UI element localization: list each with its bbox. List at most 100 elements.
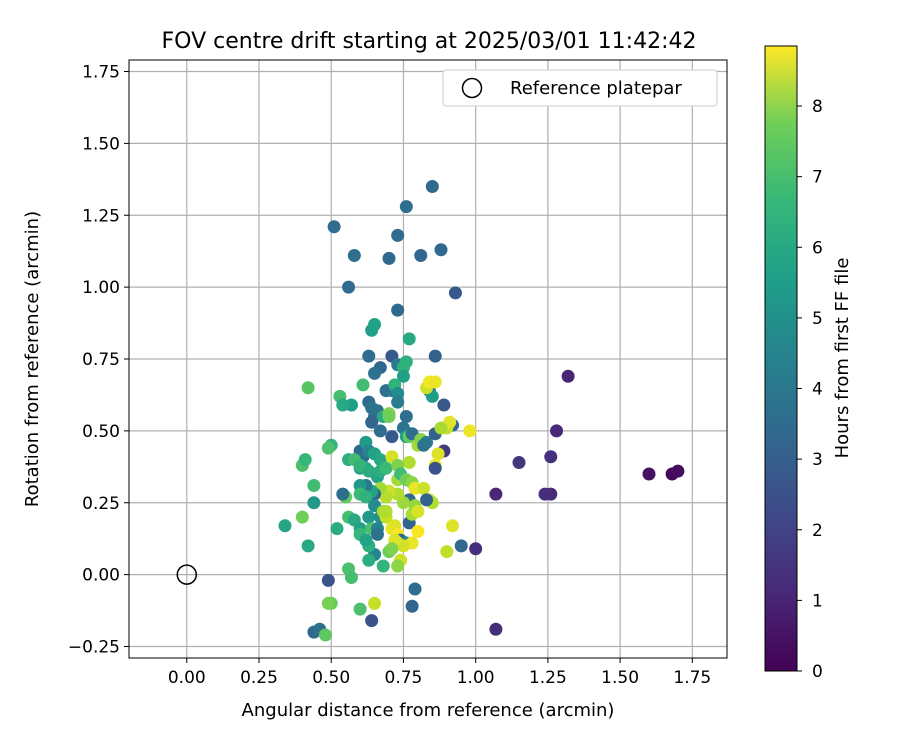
reference-platepar-marker	[176, 564, 198, 585]
data-point	[437, 398, 451, 412]
data-point	[359, 533, 373, 547]
colorbar: 0 1 2 3 4 5 6 7 8 Hours from first FF file	[764, 45, 853, 682]
y-tick-label: 0.25	[82, 494, 120, 514]
data-point	[434, 243, 448, 257]
data-point	[356, 378, 370, 392]
colorbar-tick-label: 3	[812, 450, 823, 470]
data-point	[448, 286, 462, 300]
data-point	[362, 510, 376, 524]
data-point	[365, 614, 379, 628]
data-point	[353, 602, 367, 616]
y-axis-ticks: −0.25 0.00 0.25 0.50 0.75 1.00 1.25 1.50 1.75	[68, 63, 129, 658]
data-point	[402, 332, 416, 346]
x-tick-label: 0.50	[312, 668, 350, 688]
data-point	[368, 596, 382, 610]
y-tick-label: 1.25	[82, 206, 120, 226]
data-point	[321, 441, 335, 455]
data-point	[405, 599, 419, 613]
data-point	[362, 553, 376, 567]
data-point	[368, 318, 382, 331]
data-point	[373, 424, 387, 438]
data-point	[463, 424, 477, 438]
data-point	[385, 542, 399, 556]
colorbar-tick-label: 4	[812, 380, 823, 400]
data-point	[550, 424, 564, 438]
data-point	[399, 200, 413, 214]
x-tick-label: 0.25	[240, 668, 278, 688]
y-axis-label: Rotation from reference (arcmin)	[22, 211, 43, 507]
data-point	[396, 369, 410, 383]
x-tick-label: 1.25	[529, 668, 567, 688]
data-point	[370, 527, 384, 541]
data-point	[561, 369, 575, 383]
data-point	[336, 398, 350, 412]
legend-box	[442, 69, 718, 107]
data-point	[382, 410, 396, 423]
x-tick-label: 0.75	[385, 668, 423, 688]
data-point	[512, 456, 526, 469]
data-point	[489, 487, 503, 501]
data-point	[417, 481, 431, 495]
data-point	[408, 582, 422, 596]
data-point	[298, 453, 312, 467]
data-point	[347, 249, 361, 262]
data-point	[428, 375, 442, 389]
x-tick-label: 1.50	[601, 668, 639, 688]
data-point	[301, 381, 315, 395]
data-point	[301, 539, 315, 553]
y-tick-label: 0.50	[82, 422, 120, 442]
data-point	[434, 421, 448, 435]
data-point	[307, 496, 321, 510]
colorbar-tick-label: 6	[812, 238, 823, 258]
y-tick-label: 0.75	[82, 350, 120, 370]
data-point	[330, 522, 344, 536]
data-point	[454, 539, 468, 553]
data-point	[379, 461, 393, 475]
data-point	[336, 487, 350, 501]
data-point	[307, 479, 321, 492]
y-tick-label: 1.75	[82, 63, 120, 83]
data-point	[391, 559, 405, 573]
y-tick-label: 1.50	[82, 134, 120, 154]
data-point	[411, 525, 425, 538]
y-tick-label: −0.25	[68, 638, 120, 658]
data-point	[379, 504, 393, 518]
data-point	[368, 366, 382, 380]
data-point	[382, 251, 396, 265]
data-point	[428, 349, 442, 363]
colorbar-tick-label: 2	[812, 521, 823, 541]
legend: Reference platepar	[442, 69, 718, 107]
data-point	[411, 504, 425, 518]
colorbar-tick-label: 0	[812, 662, 823, 682]
data-point	[469, 542, 483, 556]
colorbar-tick-label: 1	[812, 591, 823, 611]
grid-lines	[129, 60, 727, 658]
data-point	[321, 596, 335, 610]
colorbar-gradient	[764, 45, 798, 672]
x-tick-label: 1.75	[673, 668, 711, 688]
x-axis-ticks: 0.00 0.25 0.50 0.75 1.00 1.25 1.50 1.75	[168, 658, 711, 688]
data-point	[420, 493, 434, 507]
data-points	[176, 180, 685, 642]
data-point	[671, 464, 685, 478]
colorbar-tick-label: 7	[812, 168, 823, 188]
data-point	[402, 456, 416, 469]
data-point	[440, 545, 454, 559]
data-point	[327, 220, 341, 234]
data-point	[425, 180, 439, 193]
data-point	[391, 303, 405, 317]
data-point	[544, 487, 558, 501]
data-point	[359, 490, 373, 504]
data-point	[318, 628, 332, 642]
colorbar-ticks: 0 1 2 3 4 5 6 7 8	[797, 97, 823, 682]
legend-entry-reference: Reference platepar	[510, 78, 682, 99]
data-point	[431, 447, 445, 461]
x-tick-label: 1.00	[457, 668, 495, 688]
data-point	[362, 349, 376, 363]
data-point	[544, 450, 558, 464]
data-point	[428, 461, 442, 475]
chart-title: FOV centre drift starting at 2025/03/01 …	[162, 29, 697, 54]
data-point	[365, 415, 379, 429]
